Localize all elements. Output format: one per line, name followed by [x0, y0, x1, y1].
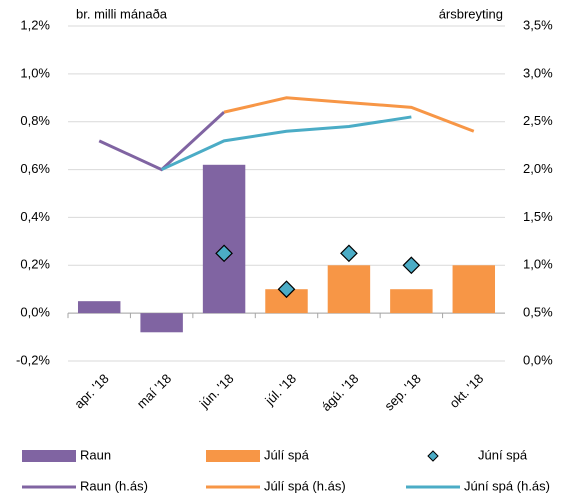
- y-tick-label: 0,8%: [20, 113, 50, 128]
- marker: [340, 244, 358, 263]
- legend-label: Júní spá (h.ás): [464, 478, 550, 493]
- bar: [327, 265, 371, 314]
- bar: [265, 289, 308, 314]
- legend-label: Raun: [80, 447, 111, 462]
- y-tick-label: 1,2%: [20, 17, 50, 32]
- y2-axis-label: ársbreyting: [439, 6, 503, 21]
- y-tick-label: 1,0%: [20, 65, 50, 80]
- line: [223, 96, 475, 133]
- marker: [277, 280, 296, 299]
- line: [98, 111, 226, 172]
- bar: [202, 164, 246, 314]
- marker: [215, 244, 233, 263]
- y2-tick-label: 3,0%: [523, 65, 553, 80]
- bar: [140, 313, 183, 333]
- y2-tick-label: 0,0%: [523, 352, 553, 367]
- bar: [452, 265, 496, 314]
- x-tick-label: ágú. '18: [318, 371, 361, 414]
- x-tick-label: apr. '18: [71, 371, 111, 411]
- y-axis-label: br. milli mánaða: [76, 6, 168, 21]
- y2-tick-label: 1,0%: [523, 257, 553, 272]
- bar: [390, 289, 433, 314]
- y-tick-label: 0,2%: [20, 257, 50, 272]
- bar: [77, 301, 121, 314]
- legend-label: Raun (h.ás): [80, 478, 148, 493]
- legend-swatch: [206, 450, 260, 462]
- legend-swatch: [427, 450, 439, 462]
- legend-label: Júní spá: [478, 447, 528, 462]
- y2-tick-label: 2,0%: [523, 161, 553, 176]
- y2-tick-label: 2,5%: [523, 113, 553, 128]
- y-tick-label: -0,2%: [16, 352, 50, 367]
- y2-tick-label: 3,5%: [523, 17, 553, 32]
- y2-tick-label: 1,5%: [523, 209, 553, 224]
- y-tick-label: 0,4%: [20, 209, 50, 224]
- y2-tick-label: 0,5%: [523, 305, 553, 320]
- x-tick-label: okt. '18: [446, 371, 486, 411]
- y-tick-label: 0,0%: [20, 305, 50, 320]
- x-tick-label: sep. '18: [381, 371, 424, 414]
- legend-swatch: [22, 450, 76, 462]
- x-tick-label: júl. '18: [261, 371, 299, 409]
- line: [161, 115, 412, 171]
- legend-label: Júlí spá: [264, 447, 310, 462]
- legend-label: Júlí spá (h.ás): [264, 478, 346, 493]
- marker: [402, 256, 421, 275]
- y-tick-label: 0,6%: [20, 161, 50, 176]
- x-tick-label: jún. '18: [196, 371, 237, 412]
- x-tick-label: maí '18: [134, 371, 174, 411]
